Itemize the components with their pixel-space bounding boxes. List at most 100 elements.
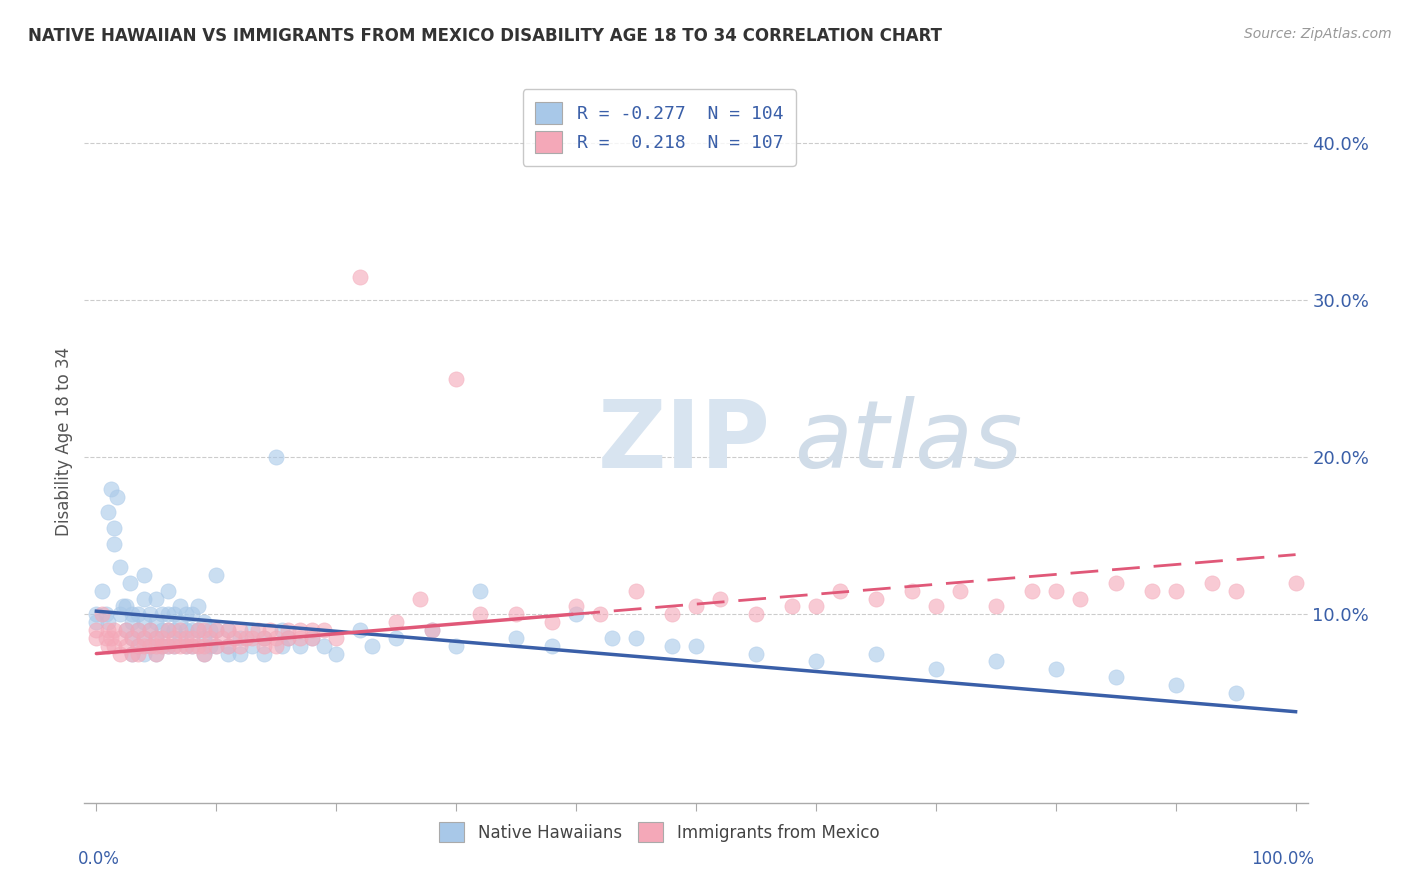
Point: [110, 631, 132, 645]
Point: [253, 631, 276, 645]
Point: [205, 623, 228, 637]
Point: [174, 607, 197, 622]
Point: [97, 623, 120, 637]
Point: [565, 599, 588, 614]
Point: [229, 631, 252, 645]
Point: [139, 639, 162, 653]
Point: [505, 631, 527, 645]
Point: [121, 647, 143, 661]
Point: [1069, 591, 1091, 606]
Point: [661, 607, 683, 622]
Point: [1105, 575, 1128, 590]
Text: 0.0%: 0.0%: [79, 850, 120, 868]
Point: [127, 607, 149, 622]
Point: [187, 599, 209, 614]
Point: [134, 631, 156, 645]
Point: [217, 639, 239, 653]
Point: [193, 647, 215, 661]
Point: [1140, 583, 1163, 598]
Point: [115, 623, 138, 637]
Point: [217, 647, 239, 661]
Point: [169, 631, 191, 645]
Point: [139, 607, 162, 622]
Text: NATIVE HAWAIIAN VS IMMIGRANTS FROM MEXICO DISABILITY AGE 18 TO 34 CORRELATION CH: NATIVE HAWAIIAN VS IMMIGRANTS FROM MEXIC…: [28, 27, 942, 45]
Point: [1201, 575, 1223, 590]
Point: [150, 607, 173, 622]
Point: [349, 269, 371, 284]
Point: [86, 623, 108, 637]
Point: [110, 560, 132, 574]
Point: [127, 647, 149, 661]
Point: [181, 639, 204, 653]
Point: [200, 631, 222, 645]
Point: [110, 607, 132, 622]
Point: [193, 615, 215, 630]
Point: [1225, 686, 1247, 700]
Point: [385, 631, 408, 645]
Point: [157, 607, 180, 622]
Point: [444, 372, 467, 386]
Point: [163, 639, 186, 653]
Point: [118, 575, 141, 590]
Point: [259, 623, 281, 637]
Point: [205, 639, 228, 653]
Point: [110, 647, 132, 661]
Point: [94, 631, 117, 645]
Point: [385, 615, 408, 630]
Point: [253, 647, 276, 661]
Point: [804, 655, 827, 669]
Point: [115, 639, 138, 653]
Point: [187, 623, 209, 637]
Point: [134, 591, 156, 606]
Point: [163, 639, 186, 653]
Point: [277, 631, 299, 645]
Point: [325, 631, 347, 645]
Point: [187, 639, 209, 653]
Point: [709, 591, 731, 606]
Point: [139, 639, 162, 653]
Point: [290, 623, 312, 637]
Point: [121, 631, 143, 645]
Point: [1105, 670, 1128, 684]
Point: [145, 647, 167, 661]
Point: [181, 631, 204, 645]
Point: [91, 607, 114, 622]
Point: [444, 639, 467, 653]
Point: [193, 631, 215, 645]
Point: [86, 607, 108, 622]
Point: [127, 623, 149, 637]
Point: [253, 631, 276, 645]
Point: [624, 583, 647, 598]
Point: [174, 623, 197, 637]
Point: [145, 647, 167, 661]
Point: [1045, 583, 1067, 598]
Point: [91, 583, 114, 598]
Point: [181, 623, 204, 637]
Point: [745, 607, 768, 622]
Point: [217, 623, 239, 637]
Point: [103, 639, 125, 653]
Point: [145, 615, 167, 630]
Point: [865, 647, 887, 661]
Point: [103, 536, 125, 550]
Point: [86, 615, 108, 630]
Point: [150, 639, 173, 653]
Point: [229, 647, 252, 661]
Point: [174, 639, 197, 653]
Point: [100, 482, 122, 496]
Point: [163, 631, 186, 645]
Point: [828, 583, 851, 598]
Point: [1225, 583, 1247, 598]
Point: [187, 623, 209, 637]
Point: [169, 615, 191, 630]
Point: [174, 631, 197, 645]
Point: [301, 631, 323, 645]
Point: [984, 599, 1007, 614]
Text: 100.0%: 100.0%: [1251, 850, 1313, 868]
Point: [127, 639, 149, 653]
Point: [103, 521, 125, 535]
Point: [145, 631, 167, 645]
Point: [565, 607, 588, 622]
Point: [145, 591, 167, 606]
Point: [127, 639, 149, 653]
